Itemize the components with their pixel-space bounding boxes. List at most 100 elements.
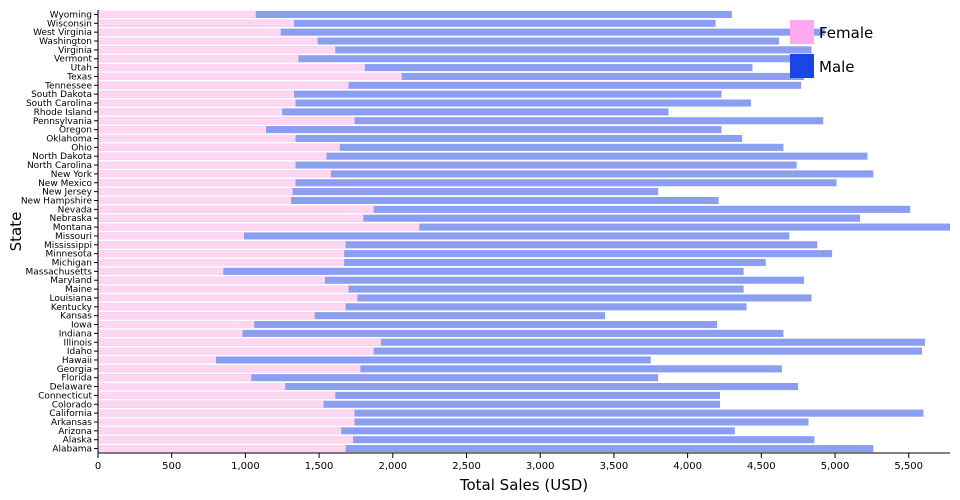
y-tick-label: Kansas <box>60 312 92 322</box>
bar-female-alabama <box>98 445 346 453</box>
bar-male-kentucky <box>98 303 747 311</box>
bar-male-wyoming <box>98 10 732 18</box>
y-tick-label: North Dakota <box>32 152 92 162</box>
bar-male-south-carolina <box>98 99 752 107</box>
y-tick-label: Arizona <box>58 427 92 437</box>
bar-female-oklahoma <box>98 134 296 143</box>
x-tick-label: 5,000 <box>821 461 850 472</box>
bar-female-texas <box>98 72 402 80</box>
y-tick-label: North Carolina <box>27 161 92 171</box>
bar-male-maryland <box>98 276 805 284</box>
x-tick-label: 3,500 <box>600 461 629 472</box>
bar-female-minnesota <box>98 250 345 258</box>
y-tick-label: Wyoming <box>50 10 92 20</box>
x-tick-label: 0 <box>95 461 101 472</box>
x-tick-label: 5,500 <box>894 461 923 472</box>
bar-male-mississippi <box>98 241 818 249</box>
bar-male-minnesota <box>98 250 833 258</box>
y-tick-label: Virginia <box>58 46 92 56</box>
bar-female-mississippi <box>98 241 346 249</box>
y-tick-label: Louisiana <box>50 294 93 304</box>
bar-female-washington <box>98 37 318 45</box>
y-tick-label: Texas <box>66 72 92 82</box>
y-tick-label: Hawaii <box>62 356 92 366</box>
y-tick-label: Alabama <box>52 445 92 455</box>
bar-female-montana <box>98 223 420 231</box>
bar-male-wisconsin <box>98 19 716 27</box>
y-tick-label: South Dakota <box>31 90 92 100</box>
bar-female-kentucky <box>98 303 346 311</box>
bar-male-iowa <box>98 320 718 329</box>
legend: Female Male <box>790 20 873 78</box>
bar-male-new-hampshire <box>98 196 719 205</box>
bar-male-florida <box>98 374 659 382</box>
y-tick-label: Massachusetts <box>25 267 92 277</box>
bar-female-south-dakota <box>98 90 295 98</box>
bar-female-vermont <box>98 55 299 63</box>
bar-female-west-virginia <box>98 28 281 36</box>
bar-female-rhode-island <box>98 108 283 116</box>
bar-female-colorado <box>98 400 324 408</box>
bar-male-georgia <box>98 365 782 373</box>
bar-male-pennsylvania <box>98 117 824 125</box>
y-tick-label: Kentucky <box>51 303 93 313</box>
bar-male-texas <box>98 72 805 80</box>
x-tick-label: 4,000 <box>673 461 702 472</box>
bar-male-alaska <box>98 436 815 444</box>
bar-female-missouri <box>98 232 244 240</box>
bar-female-georgia <box>98 365 361 373</box>
bar-male-nebraska <box>98 214 861 222</box>
y-tick-label: Idaho <box>67 347 93 357</box>
female-series <box>98 10 420 453</box>
bar-female-nebraska <box>98 214 364 222</box>
bar-male-ohio <box>98 143 784 151</box>
bar-female-florida <box>98 374 252 382</box>
bar-female-north-dakota <box>98 152 327 160</box>
bar-male-oregon <box>98 126 722 134</box>
y-tick-label: Oregon <box>59 126 92 136</box>
bar-male-new-york <box>98 170 874 178</box>
bar-male-alabama <box>98 445 874 453</box>
bar-male-virginia <box>98 46 812 54</box>
bar-female-new-hampshire <box>98 196 292 205</box>
bar-female-alaska <box>98 436 354 444</box>
legend-swatch-male <box>790 54 814 78</box>
bar-female-illinois <box>98 338 382 346</box>
y-tick-label: Missouri <box>55 232 92 242</box>
bar-male-kansas <box>98 312 606 320</box>
bar-female-michigan <box>98 258 345 267</box>
bar-male-illinois <box>98 338 925 346</box>
legend-label-male: Male <box>819 58 855 76</box>
bar-female-indiana <box>98 329 243 337</box>
bar-male-south-dakota <box>98 90 722 98</box>
bar-male-new-mexico <box>98 179 837 187</box>
y-tick-label: Georgia <box>57 365 92 375</box>
bar-male-montana <box>98 223 950 231</box>
male-series <box>98 10 950 453</box>
y-tick-label: Michigan <box>52 259 92 269</box>
bar-female-tennessee <box>98 81 349 89</box>
bar-male-colorado <box>98 400 721 408</box>
bar-male-louisiana <box>98 294 812 302</box>
bar-female-nevada <box>98 205 374 213</box>
y-tick-label: Iowa <box>71 321 92 331</box>
bar-male-oklahoma <box>98 134 743 143</box>
bar-male-california <box>98 409 924 417</box>
y-tick-label: Arkansas <box>51 418 92 428</box>
legend-swatch-female <box>790 20 814 44</box>
bar-female-maine <box>98 285 349 293</box>
y-tick-label: Oklahoma <box>46 134 92 144</box>
y-tick-label: Washington <box>39 37 92 47</box>
bar-female-wisconsin <box>98 19 295 27</box>
bar-male-north-dakota <box>98 152 868 160</box>
bar-female-maryland <box>98 276 326 284</box>
y-tick-label: Maryland <box>50 276 92 286</box>
bar-female-ohio <box>98 143 340 151</box>
y-tick-label: Utah <box>71 64 92 74</box>
bar-female-new-mexico <box>98 179 296 187</box>
y-tick-label: Nebraska <box>50 214 92 224</box>
x-tick-label: 3,000 <box>526 461 555 472</box>
y-tick-label: South Carolina <box>26 99 92 109</box>
x-tick-label: 1,000 <box>231 461 260 472</box>
